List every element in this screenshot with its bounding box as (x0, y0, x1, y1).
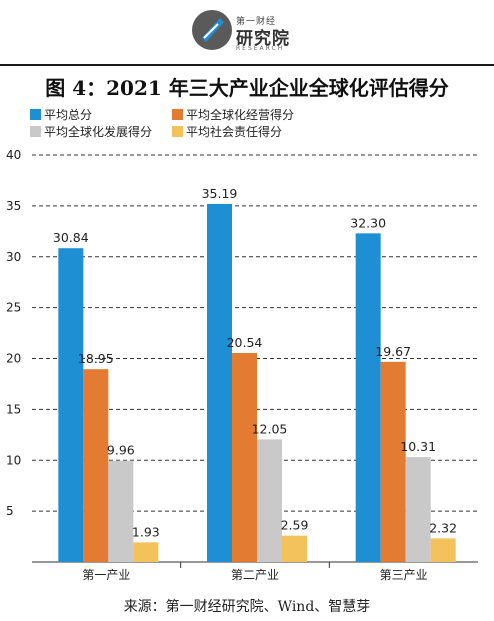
y-tick-label: 5 (6, 504, 14, 518)
logo-main-text: 研究院 (236, 29, 290, 49)
bar (83, 369, 109, 562)
bar (257, 439, 282, 562)
bar-chart: 5 10 15 20 25 30 35 40 30.84 18.95 9.96 1.93 第一产业 35.… (6, 148, 478, 582)
x-tick-label: 第二产业 (231, 568, 279, 582)
y-tick-label: 25 (6, 301, 21, 315)
x-tick-label: 第三产业 (380, 568, 428, 582)
logo-emblem-icon (192, 10, 232, 50)
x-tick-label: 第一产业 (82, 568, 130, 582)
legend-item-total: 平均总分 (30, 107, 92, 123)
logo-english-text: RESEARCH (236, 45, 285, 52)
legend-label-development: 平均全球化发展得分 (44, 125, 153, 139)
legend-label-total: 平均总分 (44, 108, 93, 122)
bar (133, 542, 159, 562)
bar (355, 233, 381, 562)
bar (430, 538, 456, 562)
legend-swatch-development (30, 126, 41, 137)
bar (108, 460, 134, 562)
data-label: 9.96 (107, 443, 135, 458)
legend-label-responsibility: 平均社会责任得分 (186, 125, 283, 139)
bar (405, 457, 431, 562)
legend-swatch-total (30, 109, 41, 120)
chart-legend: 平均总分 平均全球化经营得分 平均全球化发展得分 平均社会责任得分 (30, 107, 470, 147)
data-label: 10.31 (400, 439, 436, 454)
data-label: 2.32 (429, 520, 457, 535)
data-label: 18.95 (78, 351, 114, 366)
bar (282, 535, 307, 562)
legend-item-development: 平均全球化发展得分 (30, 124, 152, 140)
legend-label-operation: 平均全球化经营得分 (186, 108, 295, 122)
legend-swatch-operation (172, 109, 183, 120)
data-label: 30.84 (53, 230, 89, 245)
y-tick-label: 30 (6, 250, 21, 264)
y-tick-label: 35 (6, 199, 21, 213)
legend-swatch-responsibility (172, 126, 183, 137)
y-tick-label: 40 (6, 148, 21, 162)
data-label: 19.67 (375, 344, 411, 359)
data-label: 20.54 (227, 335, 263, 350)
bar (207, 203, 232, 562)
data-label: 32.30 (350, 215, 386, 230)
data-label: 2.59 (281, 518, 309, 533)
y-tick-label: 10 (6, 453, 21, 467)
bar (232, 353, 257, 562)
data-label: 1.93 (132, 524, 160, 539)
data-label: 35.19 (202, 186, 238, 201)
data-label: 12.05 (252, 421, 288, 436)
header-divider (0, 64, 494, 66)
bar (58, 248, 84, 562)
legend-item-operation: 平均全球化经营得分 (172, 107, 294, 123)
y-tick-label: 20 (6, 352, 21, 366)
legend-item-responsibility: 平均社会责任得分 (172, 124, 282, 140)
logo: 第一财经 研究院 RESEARCH (190, 8, 320, 56)
y-tick-label: 15 (6, 402, 21, 416)
bar (380, 361, 406, 562)
source-note: 来源：第一财经研究院、Wind、智慧芽 (123, 599, 371, 615)
logo-small-text: 第一财经 (236, 17, 277, 27)
chart-title: 图 4：2021 年三大产业企业全球化评估得分 (45, 76, 449, 100)
